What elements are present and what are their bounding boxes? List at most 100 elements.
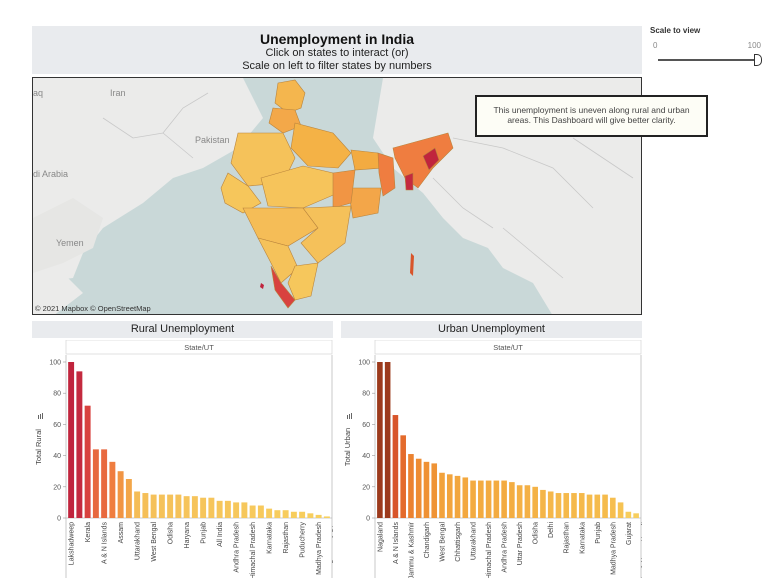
rural-bar-22[interactable]	[249, 505, 256, 518]
rural-bar-13[interactable]	[175, 494, 182, 518]
urban-bar-17[interactable]	[509, 482, 515, 518]
urban-bar-0[interactable]	[377, 362, 383, 518]
rural-bar-1[interactable]	[76, 371, 83, 518]
urban-xtick-label-12: Rajasthan	[564, 522, 571, 554]
urban-xtick-label-0: Nagaland	[377, 522, 384, 552]
urban-bar-20[interactable]	[532, 486, 538, 518]
map-label-yemen: Yemen	[56, 238, 84, 248]
rural-bar-9[interactable]	[142, 493, 149, 518]
urban-bar-18[interactable]	[516, 485, 523, 518]
rural-xtick-label-14: Puducherry	[300, 522, 307, 558]
state-kerala	[270, 265, 296, 309]
rural-bar-14[interactable]	[183, 496, 190, 518]
rural-xtick-label-10: Andhra Pradesh	[234, 522, 241, 573]
map-canvas	[33, 78, 641, 314]
urban-bar-25[interactable]	[571, 493, 577, 518]
urban-bar-6[interactable]	[423, 461, 430, 518]
urban-bar-33[interactable]	[633, 513, 639, 518]
urban-bar-5[interactable]	[415, 458, 422, 518]
rural-bar-17[interactable]	[208, 497, 215, 518]
rural-bar-15[interactable]	[191, 496, 198, 518]
land-bottom-left	[33, 273, 83, 314]
state-hp-punjab	[268, 107, 302, 134]
urban-xtick-label-15: Madhya Pradesh	[610, 522, 617, 575]
urban-bar-3[interactable]	[400, 435, 406, 518]
urban-bar-11[interactable]	[462, 477, 469, 518]
rural-bar-23[interactable]	[257, 505, 264, 518]
urban-bar-9[interactable]	[446, 474, 453, 518]
rural-bar-3[interactable]	[92, 449, 99, 518]
urban-bar-29[interactable]	[602, 494, 608, 518]
map-label-saudi-arabia: di Arabia	[33, 169, 69, 179]
urban-ytick-label-5: 100	[358, 360, 370, 367]
rural-bar-19[interactable]	[224, 500, 231, 518]
rural-bar-12[interactable]	[167, 494, 174, 518]
rural-bar-7[interactable]	[125, 479, 132, 518]
urban-bar-23[interactable]	[555, 493, 562, 518]
urban-ytick-label-1: 20	[362, 484, 370, 491]
urban-header-label: State/UT	[493, 343, 523, 352]
urban-unemployment-chart[interactable]: State/UT 0 20 40 60 80 100 Total Urban Nagaland A…	[341, 340, 642, 578]
urban-bar-27[interactable]	[586, 494, 593, 518]
scale-slider-track[interactable]	[658, 59, 758, 61]
rural-bar-27[interactable]	[290, 511, 297, 518]
urban-bar-19[interactable]	[524, 485, 531, 518]
rural-bar-5[interactable]	[109, 461, 116, 518]
rural-bar-29[interactable]	[307, 513, 314, 518]
scale-slider-handle[interactable]	[754, 54, 762, 66]
urban-bar-28[interactable]	[594, 494, 601, 518]
rural-xtick-label-5: West Bengal	[151, 522, 158, 562]
urban-xtick-label-1: A & N Islands	[393, 522, 400, 565]
state-jk	[274, 79, 306, 114]
rural-unemployment-chart[interactable]: State/UT 0 20 40 60 80 100 Total Rural Lakshadwe…	[32, 340, 333, 578]
rural-xtick-label-13: Rajasthan	[283, 522, 290, 554]
urban-bar-2[interactable]	[392, 415, 399, 518]
urban-bar-8[interactable]	[439, 472, 445, 518]
rural-bar-18[interactable]	[216, 500, 223, 518]
dashboard-subtitle-2: Scale on left to filter states by number…	[242, 60, 432, 72]
map-label-pakistan: Pakistan	[195, 135, 230, 145]
map-copyright[interactable]: © 2021 Mapbox © OpenStreetMap	[35, 304, 151, 313]
rural-bar-16[interactable]	[200, 497, 207, 518]
urban-bar-15[interactable]	[493, 480, 500, 518]
urban-bar-1[interactable]	[384, 362, 391, 518]
urban-xtick-label-14: Punjab	[595, 522, 602, 544]
urban-bar-14[interactable]	[485, 480, 492, 518]
rural-bar-11[interactable]	[158, 494, 165, 518]
urban-bar-30[interactable]	[610, 497, 616, 518]
urban-chart-title: Urban Unemployment	[341, 321, 642, 338]
rural-bar-20[interactable]	[233, 502, 240, 518]
urban-bar-7[interactable]	[431, 463, 438, 518]
urban-bar-10[interactable]	[454, 475, 461, 518]
rural-bar-21[interactable]	[241, 502, 248, 518]
urban-bar-4[interactable]	[408, 454, 414, 518]
rural-xtick-label-15: Madhya Pradesh	[316, 522, 323, 575]
rural-bar-0[interactable]	[68, 362, 75, 518]
urban-xtick-label-16: Gujarat	[626, 522, 633, 545]
rural-bar-8[interactable]	[134, 491, 141, 518]
rural-bar-28[interactable]	[299, 511, 306, 518]
rural-bar-31[interactable]	[323, 516, 330, 518]
india-states	[220, 79, 454, 309]
rural-bar-30[interactable]	[315, 514, 322, 518]
rural-bar-24[interactable]	[266, 508, 273, 518]
rural-xtick-label-4: Uttarakhand	[135, 522, 142, 560]
rural-y-label: Total Rural	[34, 429, 43, 465]
rural-bar-26[interactable]	[282, 510, 289, 518]
state-gujarat	[220, 172, 262, 214]
urban-bar-26[interactable]	[578, 493, 585, 518]
rural-bar-4[interactable]	[101, 449, 108, 518]
urban-bar-16[interactable]	[501, 480, 507, 518]
rural-bar-10[interactable]	[150, 494, 157, 518]
urban-bar-21[interactable]	[540, 489, 546, 518]
rural-bar-25[interactable]	[274, 510, 281, 518]
urban-bar-31[interactable]	[617, 502, 624, 518]
urban-bar-22[interactable]	[547, 491, 554, 518]
rural-bar-6[interactable]	[117, 471, 124, 518]
urban-sort-icon-bar	[349, 414, 350, 419]
urban-bar-12[interactable]	[470, 480, 476, 518]
urban-bar-24[interactable]	[563, 493, 570, 518]
rural-bar-2[interactable]	[84, 405, 91, 518]
urban-bar-32[interactable]	[625, 511, 632, 518]
urban-bar-13[interactable]	[478, 480, 484, 518]
